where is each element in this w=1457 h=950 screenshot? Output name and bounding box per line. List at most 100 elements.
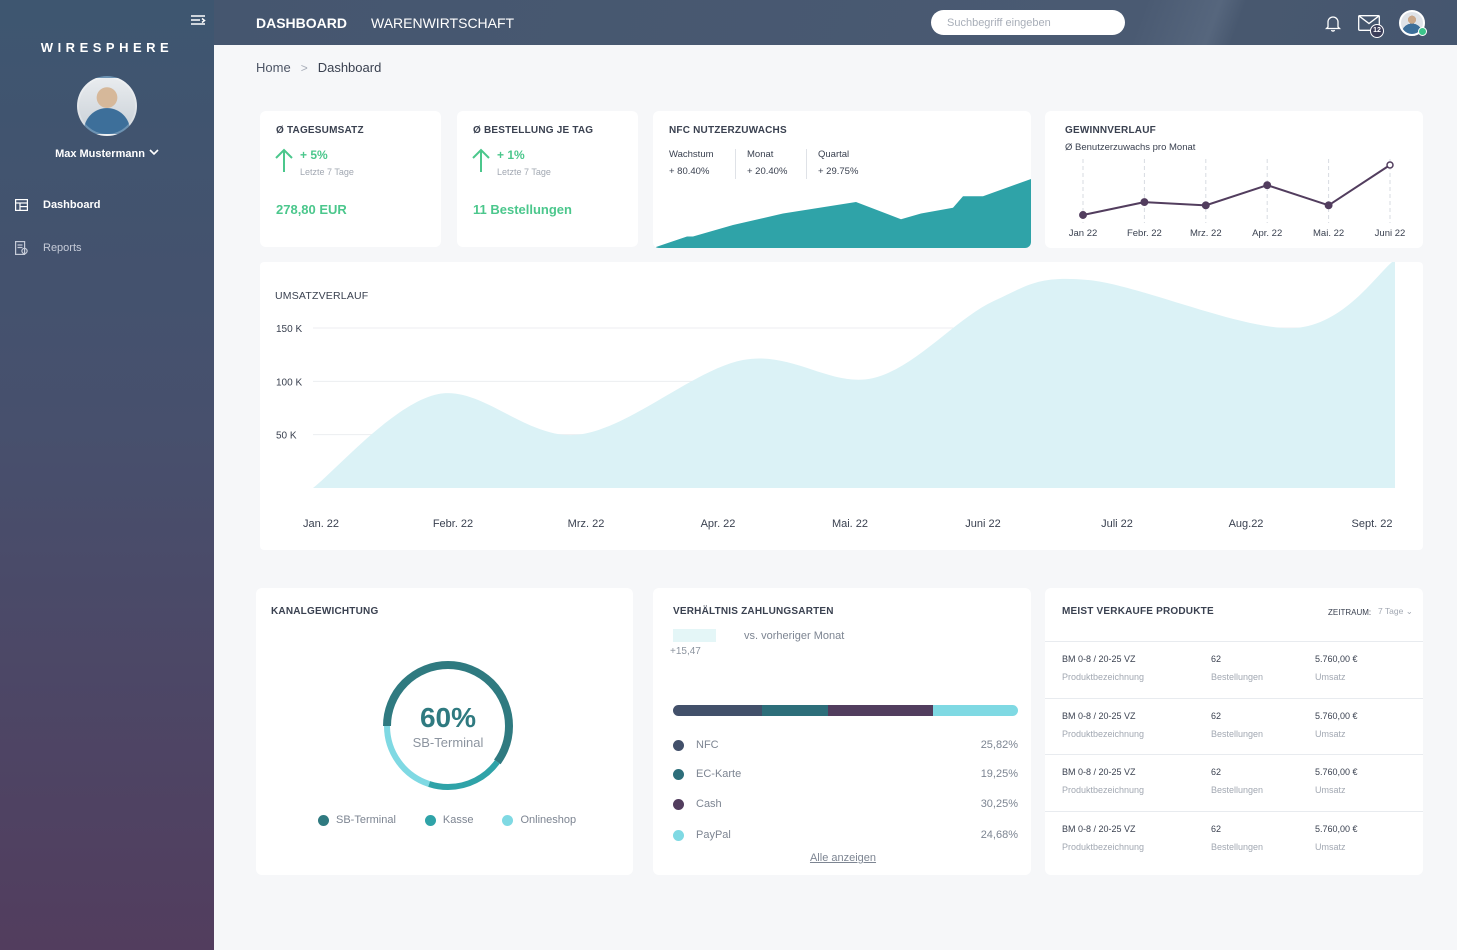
payment-row-cash: Cash 30,25% xyxy=(673,798,1018,810)
card-subtitle: Ø Benutzerzuwachs pro Monat xyxy=(1065,142,1196,153)
table-row[interactable]: BM 0-8 / 20-25 VZ Produktbezeichnung 62 … xyxy=(1045,754,1423,811)
mail-icon[interactable] xyxy=(1358,15,1380,36)
product-orders: 62 xyxy=(1211,824,1222,834)
bar-segment xyxy=(762,705,829,716)
x-tick-label: Mrz. 22 xyxy=(1190,228,1222,239)
product-orders-label: Bestellungen xyxy=(1211,785,1264,795)
product-name-label: Produktbezeichnung xyxy=(1062,672,1145,682)
payment-label: PayPal xyxy=(696,829,731,841)
compare-label: vs. vorheriger Monat xyxy=(744,630,845,642)
product-name-label: Produktbezeichnung xyxy=(1062,842,1145,852)
stat-label: Monat xyxy=(747,149,774,160)
search-input[interactable] xyxy=(931,10,1125,35)
tab-dashboard[interactable]: DASHBOARD xyxy=(256,15,347,31)
card-title: GEWINNVERLAUF xyxy=(1065,125,1156,136)
bell-icon[interactable] xyxy=(1324,14,1342,37)
show-all-link[interactable]: Alle anzeigen xyxy=(809,852,877,864)
stat-value: + 80.40% xyxy=(669,166,710,177)
data-point xyxy=(1386,161,1394,169)
x-tick-label: Febr. 22 xyxy=(433,518,473,530)
period-value: 7 Tage xyxy=(1378,606,1404,616)
card-title: Ø TAGESUMSATZ xyxy=(276,125,364,136)
card-title: MEIST VERKAUFE PRODUKTE xyxy=(1062,606,1214,617)
payment-label: Cash xyxy=(696,798,722,810)
product-orders: 62 xyxy=(1211,767,1222,777)
arrow-up-icon xyxy=(471,147,491,178)
stat-label: Quartal xyxy=(818,149,850,160)
data-point xyxy=(1263,181,1272,190)
stat-quartal: Quartal + 29.75% xyxy=(818,149,858,177)
menu-toggle-icon[interactable] xyxy=(190,14,206,28)
product-orders: 62 xyxy=(1211,654,1222,664)
arrow-up-icon xyxy=(274,147,294,178)
legend-dot xyxy=(424,814,436,826)
table-row[interactable]: BM 0-8 / 20-25 VZ Produktbezeichnung 62 … xyxy=(1045,641,1423,698)
kpi-period: Letzte 7 Tage xyxy=(300,167,354,177)
table-row[interactable]: BM 0-8 / 20-25 VZ Produktbezeichnung 62 … xyxy=(1045,698,1423,755)
payment-value: 25,82% xyxy=(980,739,1018,751)
product-orders-label: Bestellungen xyxy=(1211,729,1264,739)
bar-segment xyxy=(932,705,1018,716)
legend-label: Onlineshop xyxy=(520,814,577,826)
user-menu[interactable]: Max Mustermann xyxy=(0,148,214,160)
y-tick-label: 100 K xyxy=(276,377,302,388)
product-orders-label: Bestellungen xyxy=(1211,842,1264,852)
gewinnverlauf-card: GEWINNVERLAUF Ø Benutzerzuwachs pro Mona… xyxy=(1045,111,1423,248)
payment-value: 24,68% xyxy=(980,829,1018,841)
sidebar-item-label: Dashboard xyxy=(43,199,101,211)
x-tick-label: Mai. 22 xyxy=(1313,228,1344,239)
reports-icon xyxy=(14,241,28,255)
product-revenue-label: Umsatz xyxy=(1315,729,1346,739)
legend-item: Kasse xyxy=(424,814,473,826)
stat-monat: Monat + 20.40% xyxy=(747,149,787,177)
kpi-value: 278,80 EUR xyxy=(276,202,347,217)
donut-legend: SB-Terminal Kasse Onlineshop xyxy=(318,814,605,826)
compare-value: +15,47 xyxy=(670,646,701,657)
kpi-change: + 5% xyxy=(300,148,328,162)
tab-warenwirtschaft[interactable]: WARENWIRTSCHAFT xyxy=(371,15,515,31)
payment-row-paypal: PayPal 24,68% xyxy=(673,829,1018,841)
brand-logo: WIRESPHERE xyxy=(40,40,174,55)
sidebar-item-label: Reports xyxy=(43,242,82,254)
payment-label: EC-Karte xyxy=(696,768,742,780)
breadcrumb-home[interactable]: Home xyxy=(256,60,291,75)
y-tick-label: 50 K xyxy=(276,431,297,442)
product-revenue-label: Umsatz xyxy=(1315,672,1346,682)
payment-row-nfc: NFC 25,82% xyxy=(673,739,1018,751)
sidebar-item-reports[interactable]: Reports xyxy=(14,237,194,259)
product-orders: 62 xyxy=(1211,711,1222,721)
x-tick-label: Jan. 22 xyxy=(303,518,339,530)
x-tick-label: Juni 22 xyxy=(965,518,1000,530)
zahlungsarten-card: VERHÄLTNIS ZAHLUNGSARTEN vs. vorheriger … xyxy=(653,588,1031,875)
x-tick-label: Sept. 22 xyxy=(1352,518,1393,530)
product-revenue-label: Umsatz xyxy=(1315,785,1346,795)
user-avatar[interactable] xyxy=(77,76,137,136)
product-name: BM 0-8 / 20-25 VZ xyxy=(1062,824,1136,834)
kpi-period: Letzte 7 Tage xyxy=(497,167,551,177)
sidebar-item-dashboard[interactable]: Dashboard xyxy=(14,194,194,216)
x-tick-label: Aug.22 xyxy=(1229,518,1264,530)
user-avatar-small[interactable] xyxy=(1399,10,1425,36)
period-select[interactable]: 7 Tage ⌄ xyxy=(1378,606,1413,617)
data-point xyxy=(1140,198,1149,207)
card-title: Ø BESTELLUNG JE TAG xyxy=(473,125,594,136)
chevron-down-icon xyxy=(149,148,159,159)
table-row[interactable]: BM 0-8 / 20-25 VZ Produktbezeichnung 62 … xyxy=(1045,811,1423,868)
umsatzverlauf-card: UMSATZVERLAUF 150 K 100 K 50 K Jan. 22 Febr.… xyxy=(260,262,1423,550)
kpi-change: + 1% xyxy=(497,148,525,162)
legend-dot xyxy=(673,798,684,810)
legend-dot xyxy=(673,739,684,751)
legend-item: Onlineshop xyxy=(502,814,576,826)
kpi-card-tagesumsatz: Ø TAGESUMSATZ + 5% Letzte 7 Tage 278,80 … xyxy=(260,111,441,247)
nfc-area-chart xyxy=(653,179,1031,248)
gewinn-line-chart: Jan 22 Febr. 22 Mrz. 22 Apr. 22 Mai. 22 Juni … xyxy=(1069,159,1405,239)
mail-count-badge: 12 xyxy=(1370,24,1384,38)
product-name: BM 0-8 / 20-25 VZ xyxy=(1062,654,1136,664)
product-revenue-label: Umsatz xyxy=(1315,842,1346,852)
stat-value: + 29.75% xyxy=(818,166,859,177)
card-title: NFC NUTZERZUWACHS xyxy=(669,125,787,136)
donut-svg xyxy=(383,661,513,791)
legend-label: SB-Terminal xyxy=(336,814,396,826)
period-label: ZEITRAUM: xyxy=(1328,608,1372,617)
donut-chart: 60% SB-Terminal xyxy=(380,658,516,794)
